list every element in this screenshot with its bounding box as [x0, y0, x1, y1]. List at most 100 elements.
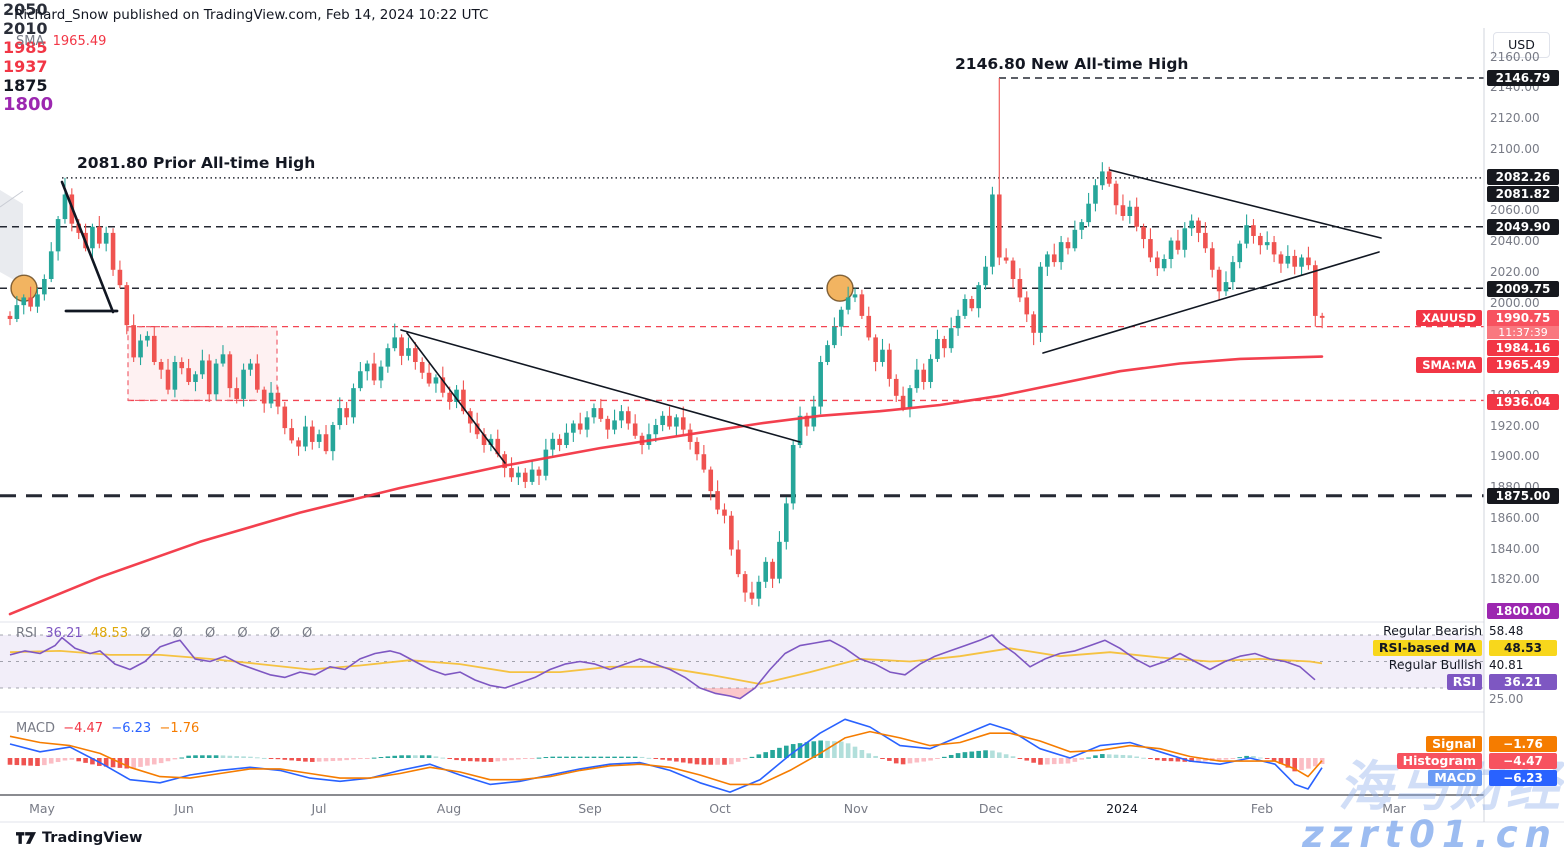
candle-body: [1010, 260, 1016, 280]
candle-body: [371, 363, 377, 381]
candle-body: [660, 415, 665, 426]
candle-body: [516, 472, 521, 478]
tradingview-logo-text: TradingView: [42, 830, 143, 846]
candle-body: [577, 423, 583, 430]
time-axis-label-Dec[interactable]: Dec: [978, 801, 1004, 816]
time-axis-label-Aug[interactable]: Aug: [436, 801, 462, 816]
candle-body: [742, 574, 748, 593]
time-axis-label-Mar[interactable]: Mar: [1382, 801, 1406, 816]
candle-body: [1148, 239, 1153, 258]
sma-status-value: 1965.49: [52, 34, 107, 49]
candle-body: [454, 389, 459, 402]
time-axis-label-May[interactable]: May: [29, 801, 55, 816]
macd-histogram-bar: [1051, 758, 1057, 765]
macd-histogram-bar: [1313, 758, 1318, 767]
price-tick[interactable]: 1820.00: [1490, 572, 1540, 587]
price-tick[interactable]: 1900.00: [1490, 449, 1540, 464]
candle-body: [832, 326, 837, 346]
macd-histogram-bar: [653, 758, 659, 759]
candle-body: [461, 389, 466, 412]
time-axis-label-Jul[interactable]: Jul: [311, 801, 327, 816]
macd-histogram-bar: [351, 758, 356, 760]
candle-body: [983, 266, 988, 286]
time-axis-label-Nov[interactable]: Nov: [843, 801, 869, 816]
price-tick[interactable]: 2020.00: [1490, 264, 1540, 279]
price-tick[interactable]: 1860.00: [1490, 510, 1540, 525]
candle-body: [303, 426, 308, 447]
macd-histogram-bar: [880, 758, 885, 759]
candle-body: [206, 360, 212, 395]
rsi-row-value-58.48: 58.48: [1489, 624, 1524, 638]
macd-histogram-bar: [1003, 754, 1009, 758]
candle-body: [1230, 262, 1236, 283]
candle-body: [28, 297, 33, 307]
macd-histogram-bar: [1154, 758, 1160, 761]
macd-histogram-bar: [76, 758, 81, 762]
time-axis-label-Jun[interactable]: Jun: [174, 801, 194, 816]
macd-histogram-bar: [193, 755, 198, 758]
macd-histogram-bar: [1175, 758, 1181, 762]
candle-body: [392, 337, 398, 349]
macd-histogram-bar: [928, 758, 933, 761]
price-tick[interactable]: 2060.00: [1490, 203, 1540, 218]
currency-button[interactable]: USD: [1493, 32, 1550, 58]
macd-histogram-bar: [1058, 758, 1064, 764]
macd-histogram-bar: [220, 755, 226, 758]
candle-body: [1058, 242, 1064, 263]
candle-body: [76, 223, 81, 233]
time-axis-label-Oct[interactable]: Oct: [709, 801, 731, 816]
candle-body: [488, 438, 494, 446]
price-tick[interactable]: 2160.00: [1490, 49, 1540, 64]
candle-body: [735, 549, 741, 575]
time-axis-label-2024[interactable]: 2024: [1106, 801, 1138, 816]
macd-histogram-bar: [35, 758, 40, 766]
time-axis-label-Feb[interactable]: Feb: [1250, 801, 1274, 816]
candle-body: [694, 441, 700, 455]
macd-histogram-bar: [516, 758, 521, 760]
macd-line: [9, 718, 1323, 793]
candle-body: [255, 363, 260, 390]
candle-body: [1134, 206, 1139, 227]
price-tick[interactable]: 2040.00: [1490, 234, 1540, 249]
candle-body: [378, 366, 384, 381]
macd-histogram-bar: [1196, 758, 1201, 762]
macd-histogram-bar: [804, 742, 810, 758]
macd-histogram-bar: [529, 758, 535, 759]
macd-histogram-bar: [626, 756, 631, 758]
price-label-2049.90: 2049.90: [1487, 218, 1559, 235]
candle-body: [935, 338, 940, 359]
price-tick[interactable]: 1840.00: [1490, 541, 1540, 556]
candle-body: [1051, 254, 1057, 263]
price-tick[interactable]: 2100.00: [1490, 141, 1540, 156]
time-axis-label-Sep[interactable]: Sep: [578, 801, 602, 816]
candle-body: [426, 372, 432, 384]
candle-body: [131, 325, 136, 358]
candle-body: [1251, 225, 1256, 236]
price-tick[interactable]: 1920.00: [1490, 418, 1540, 433]
macd-histogram-bar: [729, 758, 734, 765]
sma-status-line: SMA 1965.49: [16, 34, 106, 49]
candle-body: [777, 541, 782, 579]
macd-histogram-bar: [385, 756, 391, 758]
macd-histogram-bar: [845, 743, 851, 758]
macd-row-value-−1.76: −1.76: [1489, 736, 1557, 752]
macd-histogram-bar: [1292, 758, 1297, 772]
macd-histogram-bar: [557, 756, 562, 758]
candle-body: [419, 362, 425, 373]
macd-histogram-bar: [206, 755, 212, 758]
candle-body: [172, 362, 178, 390]
macd-histogram-bar: [69, 758, 75, 760]
macd-histogram-bar: [1203, 758, 1208, 762]
price-tick[interactable]: 2000.00: [1490, 295, 1540, 310]
price-label-2082.26: 2082.26: [1487, 169, 1559, 186]
rsi-ma-status-value: 48.53: [90, 626, 129, 641]
macd-histogram-bar: [1010, 756, 1016, 758]
macd-status-label: MACD: [16, 721, 55, 736]
macd-histogram-bar: [358, 758, 363, 759]
price-tick[interactable]: 2120.00: [1490, 111, 1540, 126]
tradingview-logo[interactable]: TradingView: [16, 830, 142, 846]
macd-histogram-bar: [838, 741, 844, 758]
candle-body: [591, 408, 597, 418]
annotation-new-ath: 2146.80 New All-time High: [955, 55, 1189, 73]
candle-body: [138, 340, 143, 358]
